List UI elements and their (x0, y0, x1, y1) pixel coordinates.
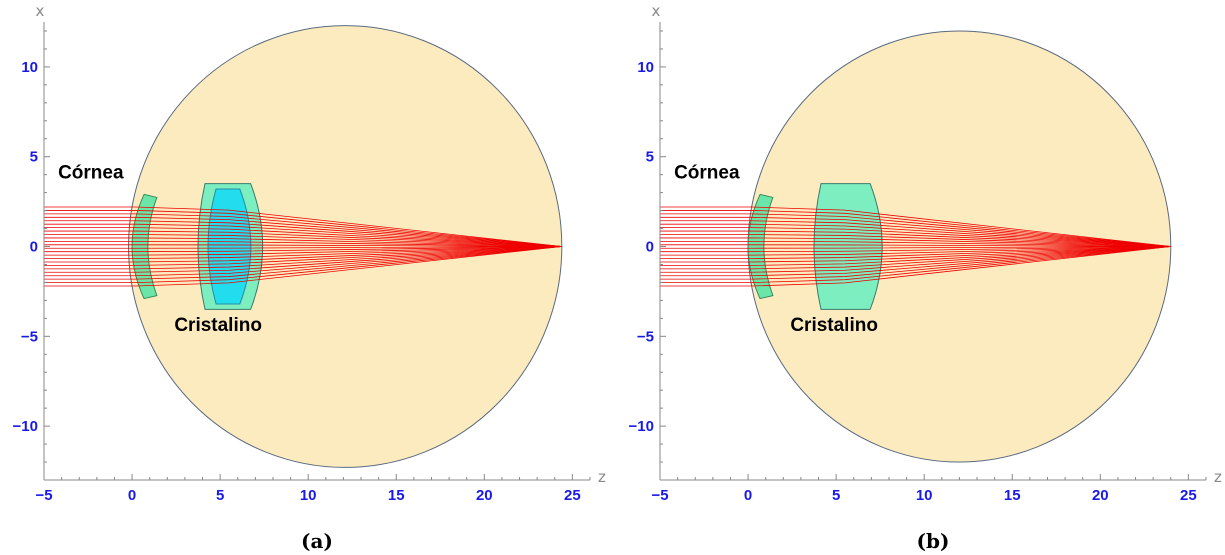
ray (44, 230, 562, 247)
x-tick-label: 5 (30, 149, 38, 166)
z-axis-label: z (1214, 468, 1222, 486)
ray (44, 246, 562, 280)
lens-label: Cristalino (790, 315, 878, 336)
ray (44, 246, 562, 249)
x-tick-label: −10 (13, 418, 38, 435)
x-axis-label: x (36, 2, 45, 20)
ray (44, 246, 562, 287)
panel-caption: (b) (917, 529, 950, 553)
ray (44, 234, 562, 247)
ray (44, 246, 562, 270)
ray (660, 246, 1171, 287)
panel-svg: −5 0 5 10 15 20 25 10 5 0 −5 −10 z x Córnea Cristalino (… (13, 2, 606, 553)
ray (44, 246, 562, 273)
ray (44, 210, 562, 247)
ray (44, 246, 562, 259)
ray (660, 246, 1171, 273)
z-tick-label: 10 (300, 487, 317, 504)
ray (44, 246, 562, 277)
ray (660, 206, 1171, 247)
lens-shape (813, 183, 883, 310)
z-tick-label: 15 (388, 487, 405, 504)
cornea-label: Córnea (674, 162, 740, 183)
x-tick-label: 10 (637, 59, 654, 76)
x-tick-label: 0 (646, 239, 654, 256)
z-tick-label: 20 (476, 487, 493, 504)
ray (660, 246, 1171, 280)
ray (44, 246, 562, 266)
ray (660, 246, 1171, 266)
ray (44, 223, 562, 247)
ray (660, 246, 1171, 270)
ray (660, 244, 1171, 247)
z-tick-label: 0 (744, 487, 752, 504)
z-tick-label: 5 (832, 487, 840, 504)
ray (660, 246, 1171, 277)
ray (44, 244, 562, 247)
ray (660, 227, 1171, 247)
z-tick-label: 5 (216, 487, 224, 504)
ray (44, 246, 562, 263)
ray (660, 240, 1171, 247)
ray (44, 227, 562, 247)
ray (660, 246, 1171, 263)
panel-caption: (a) (301, 529, 333, 553)
ray (44, 216, 562, 247)
ray (660, 246, 1171, 256)
z-axis-label: z (598, 468, 606, 486)
z-tick-label: 20 (1092, 487, 1109, 504)
ray (660, 237, 1171, 247)
z-tick-label: 0 (128, 487, 136, 504)
ray (44, 246, 562, 253)
ray (660, 216, 1171, 247)
ray (44, 246, 562, 256)
ray (44, 237, 562, 247)
panel-b: −5 0 5 10 15 20 25 10 5 0 −5 −10 z x Córnea Cristalino (… (616, 0, 1225, 555)
ray (44, 206, 562, 247)
ray (660, 230, 1171, 247)
ray (660, 246, 1171, 253)
ray (44, 240, 562, 247)
ray (44, 246, 562, 283)
z-tick-label: 15 (1004, 487, 1021, 504)
ray (660, 246, 1171, 249)
lens-label: Cristalino (174, 315, 262, 336)
ray (660, 210, 1171, 247)
z-tick-label: 10 (916, 487, 933, 504)
ray (660, 246, 1171, 259)
cornea-label: Córnea (58, 162, 124, 183)
lens-nucleus (207, 188, 252, 305)
z-tick-label: −5 (651, 487, 668, 504)
x-tick-label: −5 (21, 328, 38, 345)
ray (44, 220, 562, 247)
z-tick-label: 25 (564, 487, 581, 504)
ray (660, 223, 1171, 247)
x-tick-label: 0 (30, 239, 38, 256)
z-tick-label: 25 (1180, 487, 1197, 504)
panel-svg: −5 0 5 10 15 20 25 10 5 0 −5 −10 z x Córnea Cristalino (… (629, 2, 1222, 553)
z-tick-label: −5 (35, 487, 52, 504)
ray-bundle (44, 206, 562, 287)
x-tick-label: 10 (21, 59, 38, 76)
ray (660, 234, 1171, 247)
x-axis-label: x (652, 2, 661, 20)
ray (660, 213, 1171, 247)
ray (660, 220, 1171, 247)
ray-bundle (660, 206, 1171, 287)
x-tick-label: 5 (646, 149, 654, 166)
ray (44, 213, 562, 247)
panel-a: −5 0 5 10 15 20 25 10 5 0 −5 −10 z x Córnea Cristalino (… (0, 0, 612, 555)
ray (660, 246, 1171, 283)
x-tick-label: −5 (637, 328, 654, 345)
x-tick-label: −10 (629, 418, 654, 435)
